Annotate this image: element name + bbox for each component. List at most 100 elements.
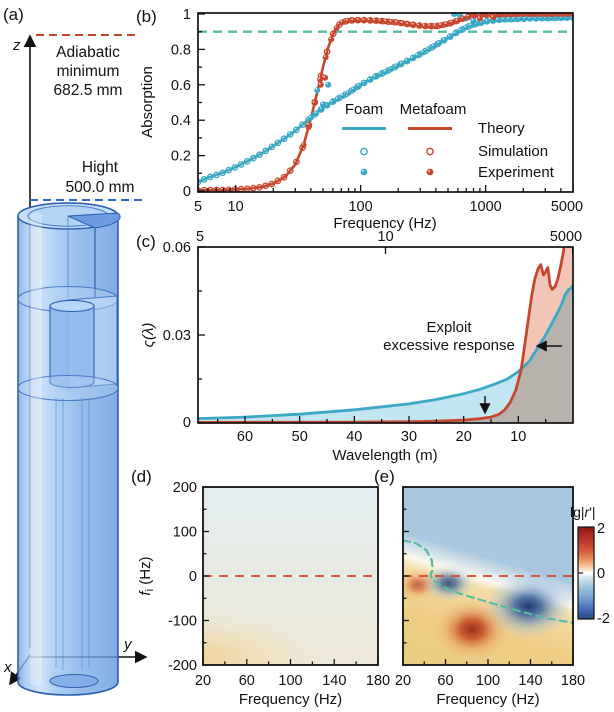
panel-e-label: (e) [374,467,395,486]
exp-point-highlight [378,18,381,21]
sim-point [213,186,220,192]
exp-point [500,16,507,23]
d-ytick: 100 [173,525,197,541]
exp-point-highlight [373,74,375,77]
z-axis-label: z [12,37,21,54]
exp-point-highlight [357,83,359,86]
exp-point [300,141,307,148]
legend-foam-header: Foam [345,101,383,118]
colorbar-tick: 2 [597,521,605,537]
sim-point [231,164,239,171]
d-xtick: 140 [322,673,346,689]
exp-point-highlight [437,40,440,43]
sim-point [299,121,306,129]
e-xtick: 140 [518,673,542,689]
warm-glow [203,609,326,665]
exp-point-highlight [421,50,424,53]
exp-point [366,76,373,83]
exp-point-highlight [384,19,386,22]
sim-point [293,158,300,166]
e-xtick: 60 [437,673,453,689]
sim-point [206,173,214,181]
b-xtick: 1000 [469,199,501,215]
legend-metafoam-header: Metafoam [400,101,467,118]
exp-point-highlight [428,24,430,26]
exp-point-highlight [362,18,365,20]
sim-point [280,135,288,143]
exp-point [490,14,497,21]
sim-point [256,183,263,191]
cylinder-highlight [30,212,42,686]
b-ytick: 0.2 [171,149,191,165]
exp-point-highlight [319,106,322,109]
exp-point-highlight [485,19,488,22]
exp-point [344,17,351,24]
exp-point [430,43,437,50]
exp-point [325,81,332,88]
exp-point-highlight [406,22,408,24]
exp-point-highlight [314,111,317,114]
exp-point [394,19,401,26]
annotation-line2: excessive response [383,337,515,354]
legend-experiment-label: Experiment [478,164,555,181]
exp-point [438,22,445,29]
d-xtick: 180 [366,673,390,689]
adiabatic-annotation-line1: Adiabatic [56,44,120,61]
exploit-annotation: Exploit excessive response [383,319,562,415]
exp-point-highlight [323,55,326,58]
exp-point-highlight [512,17,515,19]
exp-point-highlight [395,20,397,23]
cold-blob [483,574,573,639]
exp-point-highlight [321,102,323,105]
sim-point [256,151,263,159]
d-xtick: 60 [239,673,255,689]
c-ytick: 0.03 [163,328,191,344]
b-xtick: 100 [348,199,372,215]
exp-point-highlight [383,69,386,72]
legend-foam-experiment-marker [360,168,368,176]
c-ytick: 0 [183,415,191,431]
exp-point-highlight [439,23,441,26]
height-annotation-line2: 500.0 mm [66,179,135,196]
exp-point [414,52,421,59]
exp-point-highlight [323,75,326,78]
d-ylabel-sub: i [144,589,156,591]
c-xtick: 20 [456,429,472,445]
sim-point [249,184,257,192]
exp-point-highlight [450,20,452,23]
exp-point-highlight [426,47,429,50]
panel-b-label: (b) [136,7,157,26]
exp-point [307,114,314,121]
absorption-plot-content [198,12,573,192]
e-xtick: 20 [395,673,411,689]
exp-point [436,39,443,46]
exp-point-highlight [455,18,458,21]
exp-point [320,101,326,108]
exp-point [372,17,379,24]
exp-point [526,12,533,18]
sim-point [219,169,226,177]
legend-marker-highlight [362,170,364,172]
exp-point-highlight [389,66,392,69]
panel-b-absorption-plot: Foam Metafoam Theory Simulation Experime… [136,7,583,232]
cylinder-bottom-notch [49,674,99,688]
exp-point-highlight [362,80,365,83]
sim-point [225,166,233,174]
d-ytick: 200 [173,480,197,496]
exp-point [345,89,352,96]
b-xtick: 10 [228,199,244,215]
exp-point [564,12,571,18]
exp-point [416,22,423,29]
exp-point [322,74,329,81]
exp-point [339,92,346,99]
d-ylabel: fi (Hz) [137,556,156,595]
exp-point-highlight [373,18,376,21]
colorbar-tick: 0 [597,566,605,582]
exp-point-highlight [417,23,419,26]
sim-point [200,186,208,192]
exp-point-highlight [367,18,370,21]
sim-point [262,182,269,190]
exp-point [388,18,395,25]
sim-point [323,48,331,56]
colorbar: lg|r'| 2 0 -2 [570,504,610,627]
